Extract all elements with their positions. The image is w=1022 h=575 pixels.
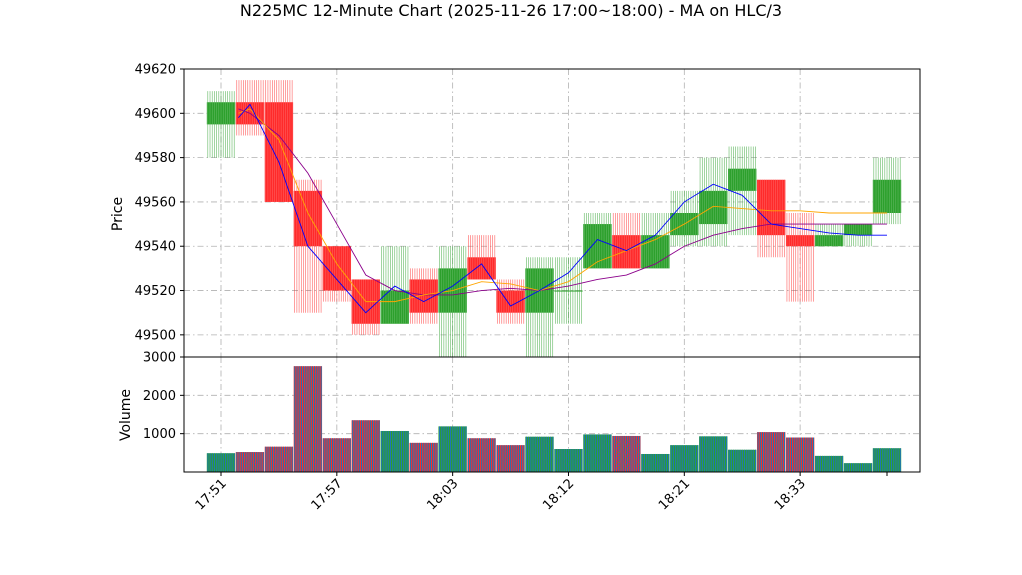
x-tick-label: 18:03 <box>424 476 461 513</box>
volume-bar <box>525 436 554 472</box>
price-y-tick-label: 49520 <box>135 284 176 299</box>
moving-average-lines <box>238 103 887 314</box>
price-y-tick-label: 49580 <box>135 151 176 166</box>
x-tick-label: 18:33 <box>772 476 809 513</box>
candle <box>583 213 612 269</box>
candle <box>728 146 757 236</box>
candle <box>351 279 380 335</box>
volume-bar <box>293 366 323 472</box>
candle <box>785 213 815 302</box>
volume-y-tick-label: 3000 <box>143 351 176 366</box>
volume-bar <box>438 426 467 472</box>
price-y-tick-label: 49620 <box>135 63 176 78</box>
volume-bar <box>206 453 236 472</box>
volume-bar <box>496 445 525 472</box>
volume-bar <box>583 434 612 472</box>
candle <box>756 179 786 258</box>
ma-fast-line <box>238 103 887 314</box>
volume-bar <box>843 463 873 472</box>
volume-bar <box>322 438 352 472</box>
x-tick-label: 18:12 <box>540 476 577 513</box>
candle <box>612 213 641 269</box>
volume-bar <box>409 442 438 472</box>
volume-bar <box>670 445 699 472</box>
volume-bar <box>872 448 902 472</box>
volume-y-tick-label: 1000 <box>143 427 176 442</box>
price-axis-label: Price <box>110 197 126 231</box>
volume-frame <box>183 356 921 473</box>
price-y-tick-label: 49600 <box>135 107 176 122</box>
candle <box>641 213 670 269</box>
candle-body <box>554 290 583 292</box>
price-y-tick-label: 49500 <box>135 328 176 343</box>
volume-bar <box>554 449 583 472</box>
ma-slow-line <box>238 108 887 296</box>
candle <box>380 246 409 324</box>
volume-bar <box>467 438 496 472</box>
candle <box>206 91 236 158</box>
candle <box>438 246 467 357</box>
chart-title: N225MC 12-Minute Chart (2025-11-26 17:00… <box>240 1 782 20</box>
candle <box>467 235 496 280</box>
volume-axis-label: Volume <box>118 389 134 441</box>
volume-bar <box>264 446 294 472</box>
candle <box>670 190 699 247</box>
candle <box>293 179 323 313</box>
x-tick-label: 17:51 <box>193 476 230 513</box>
candle <box>235 80 265 136</box>
volume-bar <box>814 455 844 472</box>
volume-y-tick-label: 2000 <box>143 389 176 404</box>
volume-bar <box>641 453 670 472</box>
x-tick-label: 17:57 <box>309 476 346 513</box>
volume-bar <box>351 420 380 472</box>
volume-bar <box>785 437 815 472</box>
price-y-tick-label: 49540 <box>135 240 176 255</box>
price-panel <box>206 80 902 357</box>
candle <box>814 224 844 247</box>
volume-bar <box>380 430 409 472</box>
volume-bar <box>235 452 265 472</box>
candle <box>322 246 352 302</box>
x-tick-label: 18:21 <box>656 476 693 513</box>
volume-panel <box>206 366 902 472</box>
candle <box>554 257 583 324</box>
volume-bar <box>728 449 757 472</box>
volume-bar <box>756 432 786 472</box>
candle <box>872 157 902 225</box>
volume-bar <box>699 436 728 472</box>
volume-bar <box>612 435 641 472</box>
ma-mid-line <box>238 108 887 303</box>
price-y-tick-label: 49560 <box>135 195 176 210</box>
candle <box>525 257 554 357</box>
